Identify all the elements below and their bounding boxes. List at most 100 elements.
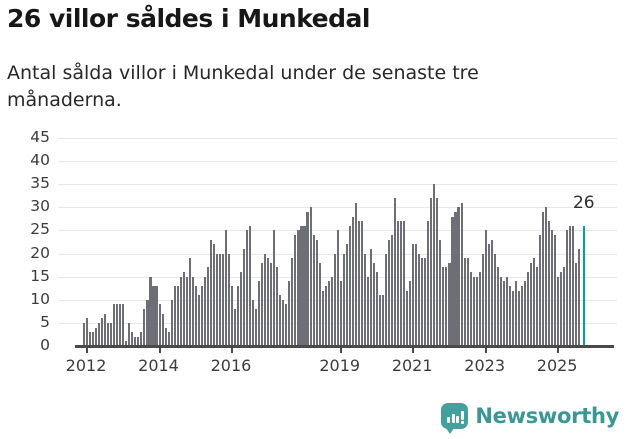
bar	[418, 253, 421, 346]
bar	[545, 207, 548, 346]
x-axis-tick-label: 2019	[319, 356, 361, 375]
bar	[227, 253, 231, 346]
bar	[143, 309, 146, 346]
bar	[369, 248, 372, 346]
bar	[152, 285, 155, 346]
bar	[122, 304, 125, 346]
x-axis-tick-label: 2014	[138, 356, 179, 375]
bar	[333, 253, 336, 346]
bar	[224, 230, 228, 346]
bar	[158, 304, 161, 346]
bar	[324, 285, 327, 346]
bar	[212, 244, 215, 346]
bar	[167, 332, 170, 346]
bar	[279, 295, 282, 346]
bar	[288, 281, 291, 346]
bar	[297, 230, 300, 346]
logo-bar-icon	[447, 417, 450, 423]
bar	[270, 262, 273, 346]
bar	[294, 235, 297, 346]
bar	[345, 244, 348, 346]
bar	[508, 285, 511, 346]
bar	[478, 272, 481, 346]
bar	[339, 281, 342, 346]
bar	[291, 258, 294, 346]
bar	[330, 276, 333, 346]
bar	[348, 225, 351, 346]
bar	[282, 299, 285, 346]
bar	[511, 290, 514, 346]
bar	[255, 309, 258, 346]
bar	[98, 322, 101, 346]
bar	[249, 225, 252, 346]
bar	[252, 299, 255, 346]
bar	[514, 281, 517, 346]
bar	[363, 253, 366, 346]
x-axis-tick	[484, 347, 487, 353]
bar	[578, 248, 581, 346]
bar	[366, 276, 369, 346]
gridline	[58, 184, 617, 186]
bar	[188, 258, 191, 346]
y-axis-tick-label: 45	[30, 128, 50, 146]
bar	[173, 285, 176, 346]
x-axis-tick	[86, 347, 89, 353]
bar	[448, 262, 451, 346]
bar	[460, 202, 463, 346]
bar	[466, 258, 469, 346]
bar	[185, 276, 188, 346]
logo-exclamation-icon	[460, 421, 464, 424]
chart-subtitle: Antal sålda villor i Munkedal under de s…	[7, 62, 479, 111]
bar	[137, 336, 140, 346]
bar	[575, 262, 578, 346]
x-axis-tick-label: 2025	[536, 356, 578, 375]
bar	[569, 225, 572, 346]
newsworthy-logo[interactable]: Newsworthy	[441, 399, 619, 434]
bar	[385, 253, 388, 346]
bar	[532, 258, 536, 346]
bar	[439, 239, 442, 346]
bar	[493, 253, 496, 346]
bar	[536, 267, 539, 346]
bar	[110, 322, 113, 346]
x-axis-tick	[230, 347, 233, 353]
bar	[357, 221, 360, 346]
bar	[206, 267, 209, 346]
x-axis-tick	[158, 347, 161, 353]
bar	[436, 198, 439, 346]
y-axis-tick-label: 10	[30, 289, 50, 308]
bar	[372, 262, 375, 346]
bar	[306, 211, 309, 346]
bar	[237, 285, 240, 346]
x-axis-tick-label: 2016	[210, 356, 252, 375]
bar	[182, 272, 185, 346]
bar	[119, 304, 122, 346]
bar	[321, 290, 324, 346]
chart-title: 26 villor såldes i Munkedal	[7, 4, 370, 33]
bar	[490, 239, 493, 346]
bar	[116, 304, 119, 346]
bar	[318, 262, 321, 346]
bar	[433, 184, 436, 346]
y-axis-tick-label: 35	[30, 174, 50, 193]
bar	[164, 327, 167, 346]
bar	[378, 295, 382, 346]
bar	[526, 272, 530, 346]
bar	[276, 267, 279, 346]
gridline	[58, 138, 617, 139]
bar	[303, 225, 306, 346]
bar	[481, 253, 484, 346]
bar	[336, 230, 339, 346]
bar	[243, 248, 246, 346]
x-axis-tick-label: 2021	[391, 356, 433, 375]
bar	[264, 253, 267, 346]
bar	[312, 235, 315, 346]
bar	[107, 322, 110, 346]
x-axis-tick-label: 2023	[464, 356, 506, 375]
bar	[203, 276, 206, 346]
y-axis-tick-label: 0	[40, 336, 50, 354]
bar	[267, 258, 270, 346]
bar	[246, 230, 249, 346]
bar	[505, 276, 508, 346]
